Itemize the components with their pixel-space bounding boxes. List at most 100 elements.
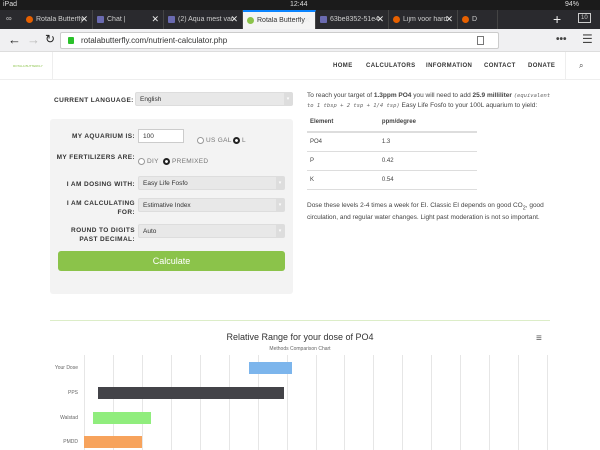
close-tab-icon[interactable]: ✕ — [230, 14, 238, 24]
bar-your-dose[interactable] — [248, 362, 293, 374]
grid-line — [286, 355, 288, 450]
nav-home[interactable]: HOME — [333, 63, 353, 69]
grid-line — [112, 355, 114, 450]
dosing-label: I AM DOSING WITH: — [66, 181, 135, 188]
browser-tab[interactable]: 63be8352-51e4-4✕ — [316, 10, 389, 29]
grid-line — [460, 355, 462, 450]
unit-radio-us-gal[interactable]: US GAL — [197, 132, 236, 150]
address-field[interactable]: rotalabutterfly.com/nutrient-calculator.… — [60, 32, 499, 49]
menu-icon[interactable]: ☰ — [582, 32, 593, 46]
back-icon[interactable]: ← — [8, 32, 21, 47]
tab-label: Chat | — [107, 16, 126, 23]
chevron-down-icon: ▾ — [276, 199, 284, 211]
aquarium-volume-input[interactable]: 100 — [138, 129, 184, 143]
radio-icon — [197, 137, 204, 145]
table-row: PO4 1.3 — [307, 132, 477, 152]
browser-tab[interactable]: Rotala Butterfly | F✕ — [22, 10, 93, 29]
tab-label: Rotala Butterfly | R — [257, 17, 306, 24]
chevron-down-icon: ▾ — [284, 93, 292, 105]
browser-tab[interactable]: Lijm voor hard PVC✕ — [389, 10, 458, 29]
result-text: To reach your target of 1.3ppm PO4 you w… — [307, 92, 551, 109]
battery: 94% — [565, 1, 580, 8]
browser-tab[interactable]: Rotala Butterfly | R✕ — [243, 10, 316, 29]
private-mask-icon[interactable]: ∞ — [6, 14, 12, 23]
tab-label: Rotala Butterfly | F — [36, 16, 83, 23]
reload-icon[interactable]: ↻ — [45, 32, 56, 46]
nav-donate[interactable]: DONATE — [528, 63, 556, 69]
calculate-button[interactable]: Calculate — [58, 251, 285, 271]
unit-radio-l[interactable]: L — [233, 132, 250, 150]
close-tab-icon[interactable]: ✕ — [445, 14, 453, 24]
column-header: ppm/degree — [378, 113, 477, 133]
search-icon[interactable]: ⌕ — [579, 61, 584, 70]
radio-icon — [138, 158, 145, 166]
fert-radio-premixed[interactable]: PREMIXED — [163, 153, 212, 171]
close-tab-icon[interactable]: ✕ — [151, 14, 159, 24]
grid-line — [344, 355, 346, 450]
nav-contact[interactable]: CONTACT — [484, 63, 516, 69]
new-tab-icon[interactable]: + — [553, 11, 562, 27]
close-tab-icon[interactable]: ✕ — [376, 14, 384, 24]
grid-line — [199, 355, 201, 450]
forward-icon[interactable]: → — [27, 32, 40, 47]
grid-line — [84, 355, 85, 450]
round-value: Auto — [143, 227, 157, 235]
grid-line — [315, 355, 317, 450]
aquarium-label: MY AQUARIUM IS: — [71, 133, 135, 140]
site-logo[interactable]: ROTALA BUTTERFLY — [13, 64, 43, 68]
favicon-icon — [168, 16, 175, 23]
grid-line — [170, 355, 172, 450]
tab-label: (2) Aqua mest van — [178, 16, 233, 23]
fert-radio-diy[interactable]: DIY — [138, 153, 163, 171]
dosing-value: Easy Life Fosfo — [143, 179, 188, 187]
browser-tab[interactable]: (2) Aqua mest van ✕ — [164, 10, 243, 29]
y-tick-label: Walstad — [60, 415, 78, 421]
nav-calculators[interactable]: CALCULATORS — [366, 63, 416, 69]
chart-subtitle: Methods Comparison Chart — [269, 346, 331, 352]
device-label: iPad — [3, 1, 18, 8]
results-panel: To reach your target of 1.3ppm PO4 you w… — [307, 91, 552, 223]
grid-line — [228, 355, 230, 450]
calculator-panel: MY AQUARIUM IS: 100 US GAL L MY FERTILIZ… — [50, 119, 293, 294]
browser-tab[interactable]: D — [458, 10, 498, 29]
bar-pmdd[interactable] — [84, 436, 142, 448]
tab-label: D — [472, 16, 478, 23]
url-text: rotalabutterfly.com/nutrient-calculator.… — [81, 36, 228, 45]
language-label: CURRENT LANGUAGE: — [54, 97, 134, 104]
favicon-icon — [393, 16, 400, 23]
grid-line — [402, 355, 404, 450]
status-bar: iPad 12:44 94% — [0, 0, 600, 10]
divider — [50, 320, 550, 321]
grid-line — [257, 355, 259, 450]
tab-label: 63be8352-51e4-4 — [330, 16, 379, 23]
chart-menu-icon[interactable]: ≡ — [536, 333, 542, 344]
language-select[interactable]: English ▾ — [135, 92, 293, 106]
tab-bar: ∞ Rotala Butterfly | F✕Chat |✕(2) Aqua m… — [0, 10, 600, 29]
table-row: P 0.42 — [307, 151, 477, 171]
y-tick-label: PMDD — [63, 439, 78, 445]
tab-count-button[interactable]: 10 — [578, 13, 591, 23]
fertilizers-label: MY FERTILIZERS ARE: — [56, 154, 135, 161]
favicon-icon — [97, 16, 104, 23]
browser-tab[interactable]: Chat | ✕ — [93, 10, 164, 29]
round-select[interactable]: Auto ▾ — [138, 224, 285, 238]
reader-icon[interactable] — [477, 36, 484, 45]
close-tab-icon[interactable]: ✕ — [303, 15, 311, 25]
more-icon[interactable]: ••• — [556, 34, 567, 45]
favicon-icon — [320, 16, 327, 23]
method-select[interactable]: Estimative Index ▾ — [138, 198, 285, 212]
favicon-icon — [247, 17, 254, 24]
dosing-select[interactable]: Easy Life Fosfo ▾ — [138, 176, 285, 190]
grid-line — [518, 355, 520, 450]
radio-selected-icon — [163, 158, 170, 166]
grid-line — [489, 355, 491, 450]
method-label: I AM CALCULATING FOR: — [66, 200, 135, 216]
bar-walstad[interactable] — [92, 412, 151, 424]
tab-label: Lijm voor hard PVC — [403, 16, 448, 23]
bar-pps[interactable] — [98, 387, 284, 399]
chevron-down-icon: ▾ — [276, 225, 284, 237]
lock-icon — [68, 37, 74, 44]
close-tab-icon[interactable]: ✕ — [80, 14, 88, 24]
method-value: Estimative Index — [143, 201, 191, 209]
nav-information[interactable]: INFORMATION — [426, 63, 473, 69]
